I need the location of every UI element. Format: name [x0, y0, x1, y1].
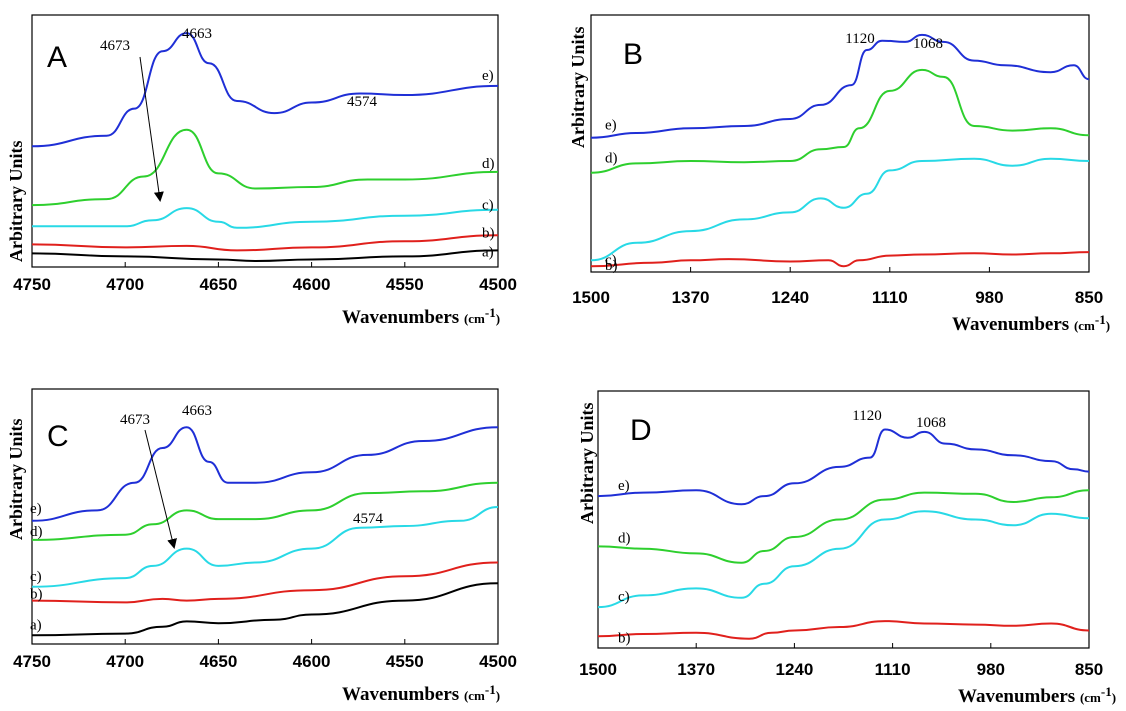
series-line-a — [31, 249, 499, 263]
series-line-a — [31, 582, 499, 637]
x-tick-label: 4750 — [13, 275, 51, 294]
x-tick-label: 4650 — [199, 652, 237, 671]
x-tick-label: 4700 — [106, 275, 144, 294]
series-line-e — [31, 32, 499, 148]
x-tick-label: 1370 — [677, 660, 715, 679]
series-line-b — [31, 234, 499, 252]
x-axis-label: Wavenumbers (cm-1) — [952, 312, 1110, 335]
series-line-c — [32, 207, 499, 229]
panel-label: C — [47, 420, 69, 453]
series-label-a: a) — [482, 244, 494, 260]
y-axis-label: Arbitrary Units — [6, 141, 26, 262]
x-tick-label: 4600 — [293, 652, 331, 671]
x-tick-label: 4650 — [199, 275, 237, 294]
annotation-arrow — [139, 56, 164, 202]
annotation-peak-4574: 4574 — [347, 94, 378, 110]
series-label-e: e) — [618, 478, 630, 494]
annotation-peak-1120: 1120 — [852, 408, 881, 424]
series-line-e — [597, 428, 1090, 506]
series-label-a: a) — [30, 617, 42, 633]
x-tick-label: 1110 — [875, 660, 911, 679]
plot-frame — [590, 14, 1090, 273]
series-line-b — [590, 251, 1090, 268]
x-axis-label: Wavenumbers (cm-1) — [958, 684, 1116, 706]
series-label-d: d) — [618, 530, 631, 546]
x-tick-label: 1240 — [771, 288, 809, 307]
x-axis-label: Wavenumbers (cm-1) — [342, 682, 500, 705]
series-line-c — [590, 157, 1090, 262]
series-line-d — [590, 68, 1090, 174]
panel-c: C Arbitrary Units Wavenumbers (cm-1) 475… — [6, 388, 517, 705]
series-line-e — [590, 33, 1090, 139]
series-label-e: e) — [482, 68, 494, 84]
x-tick-label: 980 — [977, 660, 1005, 679]
series-label-c: c) — [30, 569, 42, 585]
panel-label: A — [47, 41, 67, 74]
series-line-d — [597, 489, 1090, 564]
series-line-e — [31, 426, 499, 522]
series-line-b — [31, 561, 499, 604]
x-tick-label: 1110 — [872, 288, 908, 307]
x-tick-label: 4550 — [386, 275, 424, 294]
series-label-e: e) — [30, 501, 42, 517]
y-axis-label: Arbitrary Units — [568, 27, 588, 148]
annotation-peak-4574: 4574 — [353, 511, 384, 527]
x-tick-label: 850 — [1075, 660, 1103, 679]
x-tick-label: 850 — [1075, 288, 1103, 307]
annotation-peak-1068: 1068 — [913, 36, 943, 52]
plot-frame — [31, 14, 499, 268]
panel-a: A Arbitrary Units Wavenumbers (cm-1) 475… — [6, 14, 517, 328]
annotation-peak-1120: 1120 — [845, 31, 874, 47]
series-label-d: d) — [605, 151, 618, 167]
series-label-e: e) — [605, 118, 617, 134]
panel-d: D Arbitrary Units Wavenumbers (cm-1) 150… — [577, 390, 1116, 707]
x-axis-label: Wavenumbers (cm-1) — [342, 305, 500, 328]
series-label-b: b) — [605, 258, 618, 274]
annotation-peak-4673: 4673 — [100, 38, 130, 54]
series-line-b — [597, 620, 1090, 640]
panel-label: D — [630, 414, 652, 447]
x-tick-label: 4500 — [479, 652, 517, 671]
x-tick-label: 1240 — [775, 660, 813, 679]
x-tick-label: 4550 — [386, 652, 424, 671]
series-line-c — [597, 510, 1090, 609]
plot-frame — [31, 388, 499, 645]
series-label-c: c) — [482, 198, 494, 214]
annotation-arrow — [144, 429, 177, 549]
annotation-peak-4663: 4663 — [182, 403, 212, 419]
x-tick-label: 1500 — [579, 660, 617, 679]
y-axis-label: Arbitrary Units — [6, 419, 26, 540]
plot-frame — [597, 390, 1090, 649]
panel-label: B — [623, 38, 643, 71]
series-label-c: c) — [605, 252, 617, 268]
series-label-b: b) — [30, 587, 43, 603]
series-label-d: d) — [30, 524, 43, 540]
annotation-peak-4663: 4663 — [182, 26, 212, 42]
series-line-d — [31, 481, 499, 541]
series-label-c: c) — [618, 589, 630, 605]
x-tick-label: 4700 — [106, 652, 144, 671]
y-axis-label: Arbitrary Units — [577, 403, 597, 524]
series-label-b: b) — [482, 225, 495, 241]
x-tick-label: 4750 — [13, 652, 51, 671]
x-tick-label: 1370 — [672, 288, 710, 307]
x-tick-label: 980 — [975, 288, 1003, 307]
x-tick-label: 4600 — [293, 275, 331, 294]
series-line-d — [31, 128, 499, 207]
series-label-b: b) — [618, 630, 631, 646]
annotation-peak-1068: 1068 — [916, 415, 946, 431]
series-label-d: d) — [482, 156, 495, 172]
panel-b: B Arbitrary Units Wavenumbers (cm-1) 150… — [568, 14, 1110, 335]
x-tick-label: 4500 — [479, 275, 517, 294]
series-line-c — [31, 506, 499, 588]
x-tick-label: 1500 — [572, 288, 610, 307]
annotation-peak-4673: 4673 — [120, 412, 150, 428]
